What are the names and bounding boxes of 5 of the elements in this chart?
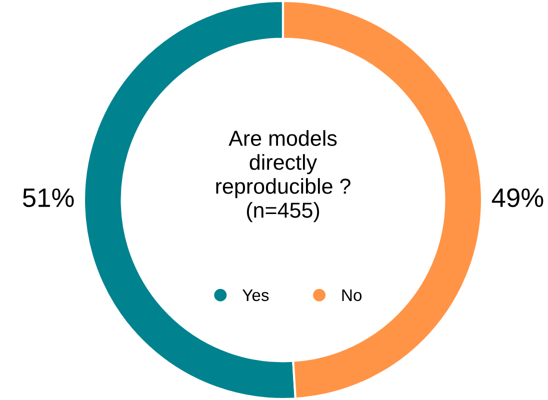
data-label: 49% — [492, 188, 544, 208]
data-label: 51% — [22, 188, 74, 208]
legend-label: No — [342, 289, 362, 302]
legend-label: Yes — [242, 289, 269, 302]
text: Are models directly reproducible ? (n=455) — [216, 130, 350, 222]
